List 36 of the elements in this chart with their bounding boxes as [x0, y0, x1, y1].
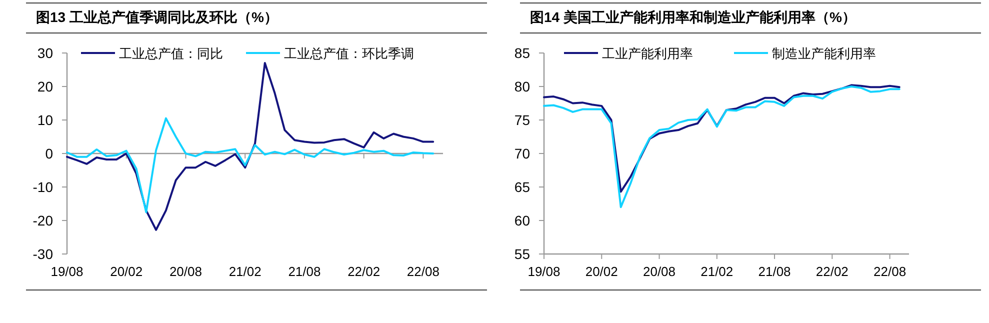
x-tick-label: 19/08 — [50, 264, 84, 279]
x-tick-label: 21/08 — [288, 264, 321, 279]
y-tick-label: 10 — [37, 112, 54, 128]
x-tick-label: 21/02 — [228, 264, 262, 279]
x-tick-label: 22/08 — [874, 264, 906, 279]
legend-label: 制造业产能利用率 — [772, 46, 876, 61]
x-tick-label: 20/02 — [585, 264, 618, 279]
x-tick-label: 21/08 — [758, 264, 791, 279]
line-series — [66, 62, 434, 231]
y-tick-label: 60 — [514, 212, 530, 228]
y-tick-label: 55 — [514, 246, 530, 262]
y-tick-label: -20 — [32, 212, 54, 228]
x-tick-label: 20/08 — [169, 264, 202, 279]
x-tick-label: 22/02 — [348, 264, 380, 279]
y-tick-label: 0 — [45, 146, 54, 162]
legend-label: 工业产能利用率 — [602, 46, 693, 61]
x-tick-label: 20/02 — [110, 264, 143, 279]
y-tick-label: 75 — [514, 112, 530, 128]
x-tick-label: 22/02 — [816, 264, 848, 279]
y-tick-label: -30 — [32, 246, 54, 262]
x-tick-label: 19/08 — [528, 264, 560, 279]
y-tick-label: 65 — [514, 179, 530, 195]
x-tick-label: 21/02 — [700, 264, 734, 279]
y-tick-label: 70 — [514, 146, 530, 162]
legend-label: 工业总产值：同比 — [119, 46, 223, 61]
y-tick-label: 80 — [514, 78, 530, 94]
y-tick-label: 85 — [514, 45, 530, 61]
line-series — [66, 117, 434, 214]
legend-label: 工业总产值：环比季调 — [284, 46, 414, 61]
y-tick-label: 30 — [37, 45, 54, 61]
x-tick-label: 22/08 — [406, 264, 440, 279]
chart-title: 图14 美国工业产能利用率和制造业产能利用率（%） — [530, 9, 856, 25]
y-tick-label: 20 — [37, 78, 54, 94]
y-tick-label: -10 — [32, 179, 54, 195]
chart-title: 图13 工业总产值季调同比及环比（%） — [36, 9, 278, 25]
x-tick-label: 20/08 — [642, 264, 676, 279]
